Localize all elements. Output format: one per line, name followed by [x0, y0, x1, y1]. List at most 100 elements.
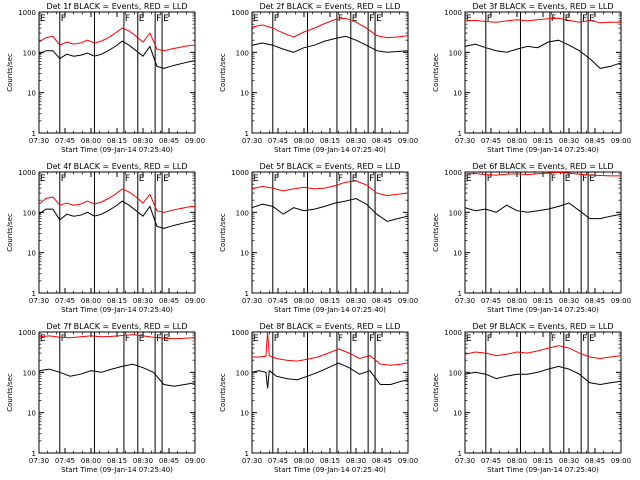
lld-series-line [464, 17, 621, 24]
event-marker-label: E [589, 174, 595, 184]
x-tick-label: 09:00 [398, 137, 418, 145]
y-tick-label: 10 [240, 90, 249, 98]
event-marker-label: F [156, 334, 161, 344]
event-marker-label: F [274, 174, 279, 184]
event-marker-label: F [551, 14, 556, 24]
x-tick-label: 08:15 [107, 457, 127, 465]
x-tick-label: 07:45 [481, 457, 501, 465]
x-tick-label: 09:00 [611, 297, 631, 305]
x-tick-label: 08:00 [294, 457, 314, 465]
x-tick-label: 08:15 [320, 457, 340, 465]
event-marker-label: F [125, 334, 130, 344]
y-tick-label: 1 [458, 450, 462, 458]
event-marker-label: F [551, 174, 556, 184]
x-tick-label: 07:45 [55, 457, 75, 465]
event-marker-label: E [352, 174, 358, 184]
x-axis-label: Start Time (09-Jan-14 07:25:40) [61, 306, 173, 314]
y-tick-label: 1 [32, 290, 36, 298]
x-tick-label: 08:00 [294, 137, 314, 145]
y-tick-label: 100 [23, 209, 36, 217]
y-tick-label: 10 [27, 250, 36, 258]
plot-frame [464, 171, 622, 294]
y-tick-label: 1000 [444, 169, 462, 177]
y-tick-label: 1000 [18, 329, 36, 337]
event-marker-label: F [582, 334, 587, 344]
x-axis-label: Start Time (09-Jan-14 07:25:40) [274, 146, 386, 154]
event-marker-label: E [253, 174, 259, 184]
y-tick-label: 100 [449, 369, 462, 377]
y-tick-label: 10 [453, 250, 462, 258]
event-marker-label: F [338, 174, 343, 184]
x-tick-label: 07:30 [455, 297, 475, 305]
y-tick-label: 100 [23, 369, 36, 377]
x-tick-label: 07:45 [268, 457, 288, 465]
chart-title: Det 7f BLACK = Events, RED = LLD [46, 322, 187, 331]
chart-title: Det 8f BLACK = Events, RED = LLD [259, 322, 400, 331]
y-tick-label: 1000 [231, 9, 249, 17]
x-tick-label: 07:30 [455, 457, 475, 465]
lld-series-line [38, 188, 195, 213]
x-tick-label: 07:30 [242, 457, 262, 465]
x-tick-label: 07:30 [455, 137, 475, 145]
event-marker-label: E [40, 334, 46, 344]
event-marker-label: F [369, 14, 374, 24]
y-axis-label: Counts/sec [6, 373, 14, 412]
x-tick-label: 07:30 [29, 457, 49, 465]
y-tick-label: 100 [449, 49, 462, 57]
y-tick-label: 10 [240, 410, 249, 418]
event-marker-label: E [466, 174, 472, 184]
chart-title: Det 3f BLACK = Events, RED = LLD [472, 2, 613, 11]
event-marker-label: E [376, 174, 382, 184]
events-series-line [464, 365, 622, 386]
x-tick-label: 09:00 [185, 457, 205, 465]
events-series-line [251, 35, 409, 53]
event-marker-label: F [61, 14, 66, 24]
event-marker-label: E [376, 334, 382, 344]
x-axis-label: Start Time (09-Jan-14 07:25:40) [487, 306, 599, 314]
lld-series-line [464, 345, 622, 360]
plot-frame [38, 11, 196, 134]
y-tick-label: 10 [27, 90, 36, 98]
event-marker-label: E [565, 334, 571, 344]
x-tick-label: 08:00 [507, 457, 527, 465]
event-marker-label: F [551, 334, 556, 344]
event-marker-label: E [352, 334, 358, 344]
event-marker-label: F [156, 14, 161, 24]
x-tick-label: 08:15 [107, 137, 127, 145]
x-tick-label: 08:00 [294, 297, 314, 305]
chart-title: Det 6f BLACK = Events, RED = LLD [472, 162, 613, 171]
event-marker-label: F [156, 174, 161, 184]
x-axis-label: Start Time (09-Jan-14 07:25:40) [487, 466, 599, 474]
y-tick-label: 10 [453, 410, 462, 418]
x-tick-label: 08:45 [585, 457, 605, 465]
x-axis-label: Start Time (09-Jan-14 07:25:40) [61, 466, 173, 474]
event-marker-label: E [565, 14, 571, 24]
event-marker-label: E [376, 14, 382, 24]
event-marker-label: E [565, 174, 571, 184]
x-tick-label: 09:00 [185, 137, 205, 145]
event-marker-label: F [61, 334, 66, 344]
event-marker-label: E [139, 174, 145, 184]
x-tick-label: 09:00 [185, 297, 205, 305]
x-tick-label: 09:00 [398, 457, 418, 465]
event-marker-label: E [589, 334, 595, 344]
event-marker-label: E [163, 174, 169, 184]
lld-series-line [38, 334, 196, 340]
y-tick-label: 100 [236, 369, 249, 377]
x-tick-label: 08:45 [159, 137, 179, 145]
event-marker-label: E [352, 14, 358, 24]
x-tick-label: 08:30 [559, 297, 579, 305]
y-tick-label: 10 [240, 250, 249, 258]
event-marker-label: E [40, 174, 46, 184]
x-tick-label: 07:45 [481, 297, 501, 305]
x-tick-label: 08:15 [533, 457, 553, 465]
y-axis-label: Counts/sec [219, 373, 227, 412]
plot-frame [38, 331, 196, 454]
x-tick-label: 08:45 [159, 297, 179, 305]
x-tick-label: 08:15 [533, 297, 553, 305]
x-tick-label: 07:30 [242, 297, 262, 305]
events-series-line [464, 202, 622, 220]
y-tick-label: 1 [32, 130, 36, 138]
events-series-line [38, 40, 196, 69]
chart-title: Det 1f BLACK = Events, RED = LLD [46, 2, 187, 11]
